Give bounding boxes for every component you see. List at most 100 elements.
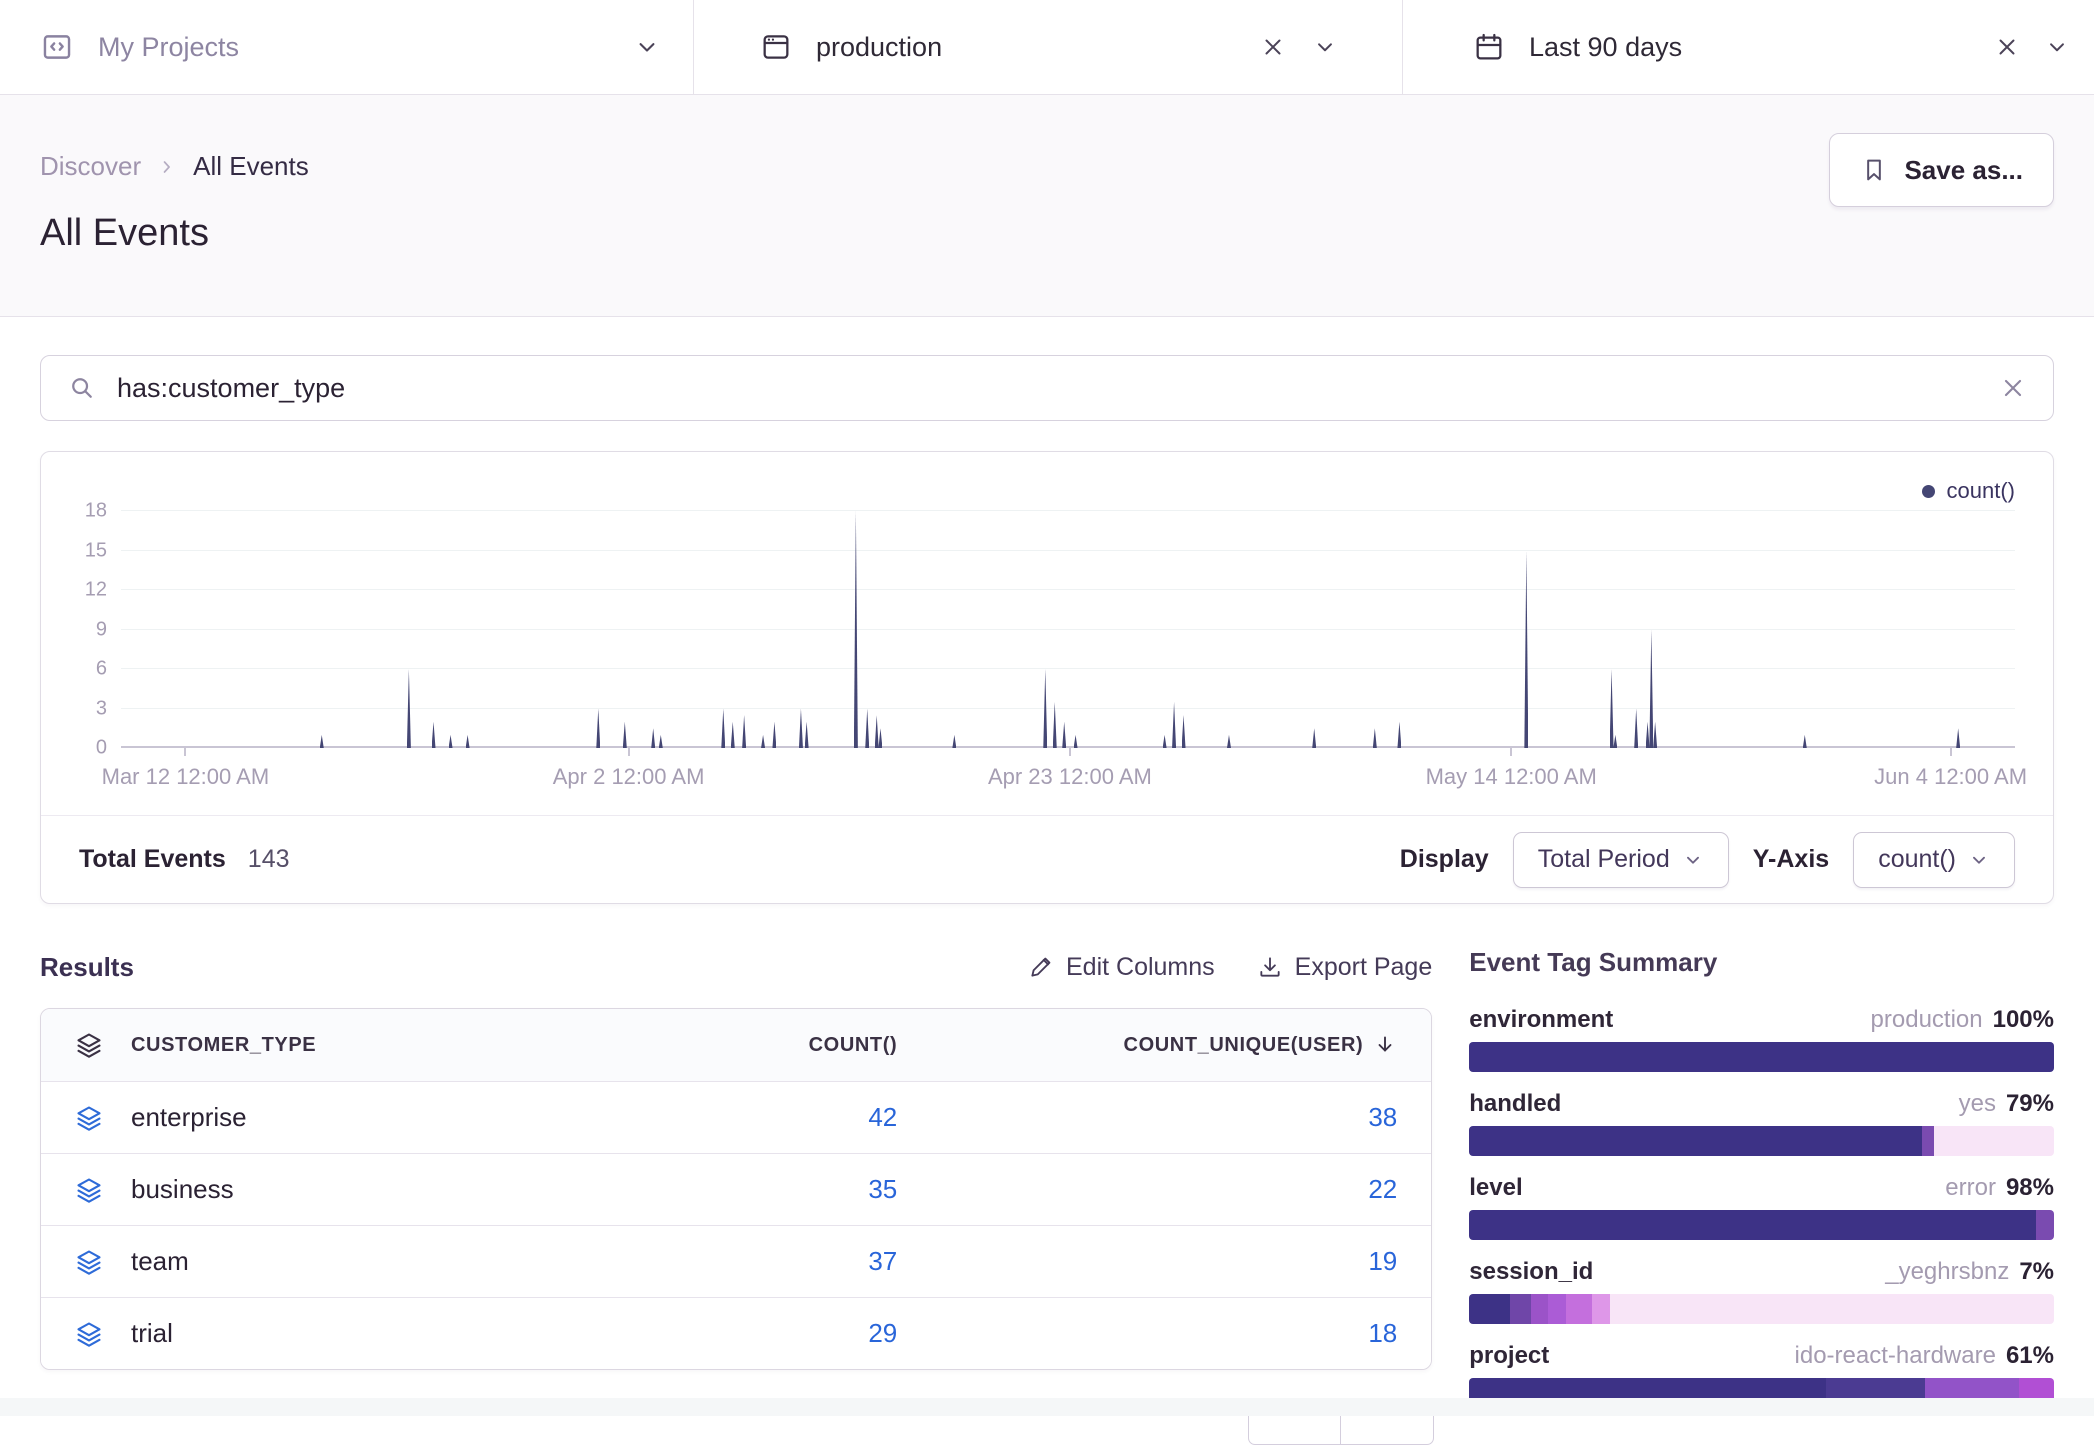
tag-entry-header: handledyes79% — [1469, 1090, 2054, 1118]
tag-summary-entries: environmentproduction100% handledyes79% le… — [1469, 1006, 2054, 1408]
tag-top-value: ido-react-hardware61% — [1795, 1342, 2054, 1370]
count-cell: 35 — [597, 1174, 897, 1205]
tag-distribution-bar[interactable] — [1469, 1042, 2054, 1072]
y-axis-label: Y-Axis — [1753, 845, 1829, 874]
tag-entry-environment: environmentproduction100% — [1469, 1006, 2054, 1072]
event-count-spike — [651, 728, 655, 748]
event-count-spike — [623, 722, 627, 748]
tag-bar-segment — [1531, 1294, 1549, 1324]
count-unique-user-link[interactable]: 22 — [1368, 1174, 1397, 1205]
tag-entry-session_id: session_id_yeghrsbnz7% — [1469, 1258, 2054, 1324]
tag-name: level — [1469, 1174, 1522, 1202]
tag-entry-header: environmentproduction100% — [1469, 1006, 2054, 1034]
chart-legend-count[interactable]: count() — [1922, 478, 2015, 504]
column-header-label: CUSTOMER_TYPE — [131, 1034, 316, 1057]
chevron-down-icon[interactable] — [2044, 34, 2070, 60]
events-chart-card: count() 0369121518Mar 12 12:00 AMApr 2 1… — [40, 451, 2054, 904]
event-count-spike — [432, 722, 436, 748]
event-count-spike — [320, 735, 324, 748]
tag-entry-handled: handledyes79% — [1469, 1090, 2054, 1156]
chart-controls: Display Total Period Y-Axis count() — [1400, 832, 2015, 888]
event-count-spike — [799, 709, 803, 748]
table-row: business 35 22 — [41, 1153, 1431, 1225]
pencil-icon — [1028, 954, 1054, 980]
count-link[interactable]: 42 — [868, 1102, 897, 1133]
column-header-count[interactable]: COUNT() — [597, 1034, 897, 1057]
breadcrumb-discover[interactable]: Discover — [40, 151, 141, 182]
x-axis-tick — [1069, 748, 1071, 756]
table-header-row: CUSTOMER_TYPE COUNT() COUNT_UNIQUE(USER) — [41, 1009, 1431, 1081]
bookmark-icon — [1860, 156, 1888, 184]
y-axis-tick-label: 9 — [96, 618, 107, 641]
x-axis-tick — [1510, 748, 1512, 756]
event-count-spike — [1397, 722, 1401, 748]
customer-type-cell: enterprise — [75, 1102, 597, 1133]
count-unique-user-link[interactable]: 19 — [1368, 1246, 1397, 1277]
search-clear-icon[interactable] — [1999, 374, 2027, 402]
events-chart: count() 0369121518Mar 12 12:00 AMApr 2 1… — [41, 452, 2053, 815]
clear-date-icon[interactable] — [1994, 34, 2020, 60]
count-link[interactable]: 37 — [868, 1246, 897, 1277]
chart-plot: 0369121518Mar 12 12:00 AMApr 2 12:00 AMA… — [121, 511, 2015, 748]
project-selector[interactable]: My Projects — [0, 0, 694, 94]
y-axis-tick-label: 18 — [85, 500, 107, 523]
stack-icon[interactable] — [75, 1248, 103, 1276]
stack-icon[interactable] — [75, 1104, 103, 1132]
column-header-count-unique-user[interactable]: COUNT_UNIQUE(USER) — [897, 1033, 1397, 1057]
tag-bar-segment — [1922, 1126, 1934, 1156]
chevron-down-icon[interactable] — [1312, 34, 1338, 60]
export-page-button[interactable]: Export Page — [1257, 953, 1433, 982]
tag-name: session_id — [1469, 1258, 1593, 1286]
environment-filter[interactable]: production — [694, 0, 1403, 94]
count-unique-user-link[interactable]: 18 — [1368, 1318, 1397, 1349]
y-gridline — [121, 510, 2015, 511]
y-axis-select[interactable]: count() — [1853, 832, 2015, 888]
event-count-spike — [805, 722, 809, 748]
event-count-spike — [1053, 702, 1057, 748]
chart-footer: Total Events 143 Display Total Period Y-… — [41, 815, 2053, 903]
count-link[interactable]: 35 — [868, 1174, 897, 1205]
tag-top-value: production100% — [1871, 1006, 2054, 1034]
event-count-spike — [659, 735, 663, 748]
tag-entry-header: projectido-react-hardware61% — [1469, 1342, 2054, 1370]
date-range-value: Last 90 days — [1529, 32, 1682, 63]
display-select[interactable]: Total Period — [1513, 832, 1729, 888]
tag-bar-segment — [1566, 1294, 1592, 1324]
tag-distribution-bar[interactable] — [1469, 1210, 2054, 1240]
edit-columns-button[interactable]: Edit Columns — [1028, 953, 1215, 982]
event-count-spike — [1163, 735, 1167, 748]
y-axis-tick-label: 0 — [96, 737, 107, 760]
count-link[interactable]: 29 — [868, 1318, 897, 1349]
save-as-button[interactable]: Save as... — [1829, 133, 2054, 207]
x-axis-tick-label: May 14 12:00 AM — [1426, 764, 1597, 790]
page-header: Discover All Events All Events Save as..… — [0, 95, 2094, 317]
display-select-value: Total Period — [1538, 845, 1670, 874]
breadcrumb-chevron-icon — [157, 157, 177, 177]
clear-filter-icon[interactable] — [1260, 34, 1286, 60]
tag-distribution-bar[interactable] — [1469, 1294, 2054, 1324]
tag-top-value: yes79% — [1959, 1090, 2054, 1118]
table-row: team3719 — [41, 1225, 1431, 1297]
sort-descending-icon — [1373, 1033, 1397, 1057]
event-count-spike — [1312, 728, 1316, 748]
tag-distribution-bar[interactable] — [1469, 1126, 2054, 1156]
count-cell: 29 — [597, 1318, 897, 1349]
customer-type-cell: business — [75, 1174, 597, 1205]
results-actions: Edit Columns Export Page — [1028, 953, 1432, 982]
stack-icon[interactable] — [75, 1320, 103, 1348]
count-unique-user-link[interactable]: 38 — [1368, 1102, 1397, 1133]
column-header-customer-type[interactable]: CUSTOMER_TYPE — [75, 1031, 597, 1059]
stack-icon[interactable] — [75, 1176, 103, 1204]
search-input[interactable] — [117, 373, 1999, 404]
tag-entry-header: levelerror98% — [1469, 1174, 2054, 1202]
event-count-spike — [731, 722, 735, 748]
calendar-icon — [1473, 31, 1505, 63]
count-unique-user-cell: 38 — [897, 1102, 1397, 1133]
y-gridline — [121, 668, 2015, 669]
event-count-spike — [772, 722, 776, 748]
tag-bar-segment — [1592, 1294, 1610, 1324]
count-unique-user-cell: 22 — [897, 1174, 1397, 1205]
date-range-filter[interactable]: Last 90 days — [1403, 0, 2094, 94]
results-column: Results Edit Columns Export Page — [40, 944, 1432, 1426]
event-count-spike — [466, 735, 470, 748]
